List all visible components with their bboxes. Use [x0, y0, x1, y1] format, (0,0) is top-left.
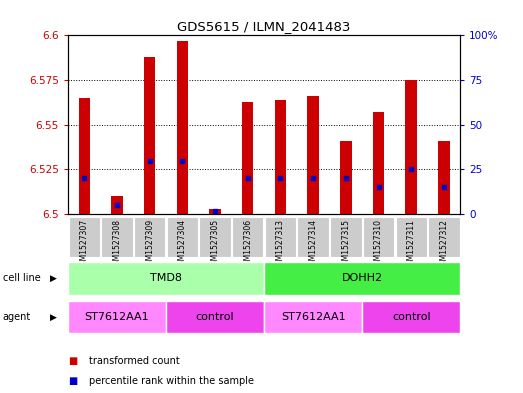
- Text: GSM1527309: GSM1527309: [145, 219, 154, 270]
- Text: DOHH2: DOHH2: [342, 274, 383, 283]
- Bar: [308, 96, 319, 214]
- Text: GSM1527308: GSM1527308: [112, 219, 121, 270]
- Text: percentile rank within the sample: percentile rank within the sample: [89, 376, 254, 386]
- Text: GSM1527314: GSM1527314: [309, 219, 317, 270]
- Bar: [166, 301, 264, 333]
- Text: GSM1527310: GSM1527310: [374, 219, 383, 270]
- Bar: [101, 217, 133, 257]
- Bar: [373, 112, 384, 214]
- Text: TMD8: TMD8: [150, 274, 182, 283]
- Text: GSM1527307: GSM1527307: [80, 219, 89, 270]
- Text: ST7612AA1: ST7612AA1: [85, 312, 150, 322]
- Bar: [167, 217, 198, 257]
- Bar: [177, 41, 188, 214]
- Text: ■: ■: [68, 376, 77, 386]
- Text: GSM1527305: GSM1527305: [211, 219, 220, 270]
- Text: GSM1527311: GSM1527311: [407, 219, 416, 270]
- Bar: [242, 101, 254, 214]
- Bar: [264, 262, 460, 295]
- Text: ■: ■: [68, 356, 77, 366]
- Bar: [275, 100, 286, 214]
- Bar: [68, 301, 166, 333]
- Bar: [265, 217, 296, 257]
- Bar: [264, 301, 362, 333]
- Text: GSM1527304: GSM1527304: [178, 219, 187, 270]
- Bar: [199, 217, 231, 257]
- Bar: [69, 217, 100, 257]
- Text: transformed count: transformed count: [89, 356, 180, 366]
- Bar: [78, 98, 90, 214]
- Bar: [111, 196, 123, 214]
- Text: GSM1527313: GSM1527313: [276, 219, 285, 270]
- Bar: [438, 141, 450, 214]
- Text: GSM1527315: GSM1527315: [342, 219, 350, 270]
- Text: cell line: cell line: [3, 274, 40, 283]
- Text: ▶: ▶: [50, 313, 58, 321]
- Text: agent: agent: [3, 312, 31, 322]
- Bar: [68, 262, 264, 295]
- Bar: [428, 217, 460, 257]
- Text: control: control: [196, 312, 234, 322]
- Bar: [232, 217, 264, 257]
- Bar: [298, 217, 329, 257]
- Text: ▶: ▶: [50, 274, 58, 283]
- Title: GDS5615 / ILMN_2041483: GDS5615 / ILMN_2041483: [177, 20, 351, 33]
- Bar: [340, 141, 351, 214]
- Bar: [395, 217, 427, 257]
- Bar: [362, 301, 460, 333]
- Bar: [209, 209, 221, 214]
- Bar: [405, 80, 417, 214]
- Bar: [134, 217, 165, 257]
- Bar: [144, 57, 155, 214]
- Bar: [363, 217, 394, 257]
- Text: GSM1527312: GSM1527312: [439, 219, 448, 270]
- Bar: [330, 217, 361, 257]
- Text: control: control: [392, 312, 430, 322]
- Text: ST7612AA1: ST7612AA1: [281, 312, 346, 322]
- Text: GSM1527306: GSM1527306: [243, 219, 252, 270]
